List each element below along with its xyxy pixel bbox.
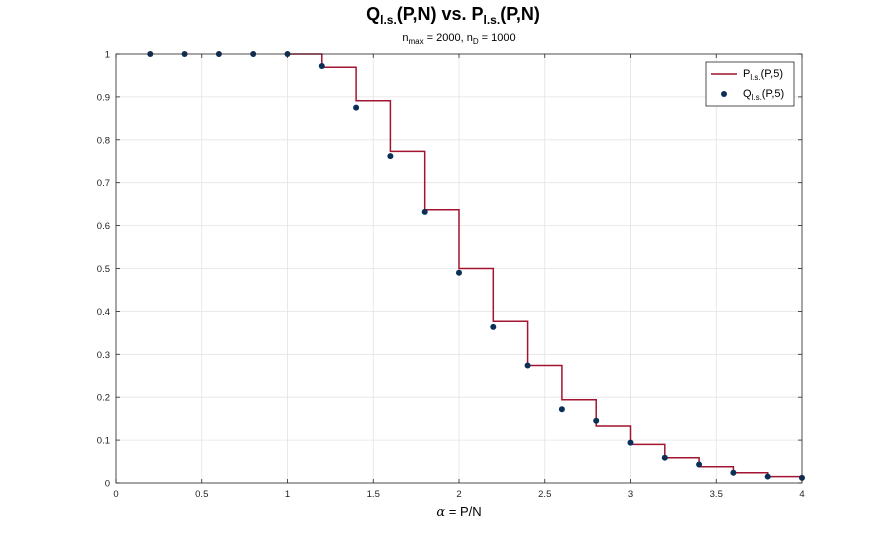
scatter-point — [558, 406, 565, 413]
scatter-point — [661, 454, 668, 461]
y-tick-label: 0.8 — [97, 135, 110, 146]
scatter-point — [421, 208, 428, 215]
scatter-point — [318, 63, 325, 70]
x-tick-label: 0.5 — [195, 489, 208, 500]
x-tick-label: 1 — [285, 489, 290, 500]
scatter-point — [524, 362, 531, 369]
y-tick-labels: 0 0.1 0.2 0.3 0.4 0.5 0.6 0.7 0.8 0.9 1 — [97, 50, 110, 490]
x-tick-label: 0 — [113, 489, 118, 500]
y-tick-label: 1 — [105, 50, 110, 61]
series — [147, 51, 805, 481]
x-tick-labels: 0 0.5 1 1.5 2 2.5 3 3.5 4 — [113, 489, 804, 500]
scatter-point — [730, 469, 737, 476]
scatter-point — [764, 473, 771, 480]
plot-area-border — [115, 53, 803, 484]
grid — [115, 53, 803, 484]
scatter-point — [387, 153, 394, 160]
y-tick-label: 0.2 — [97, 393, 110, 404]
legend-box — [705, 61, 795, 107]
y-tick-label: 0.4 — [97, 307, 110, 318]
x-tick-label: 3.5 — [710, 489, 723, 500]
chart-title: Ql.s.(P,N) vs. Pl.s.(P,N) — [366, 4, 540, 27]
legend: Pl.s.(P,5) Ql.s.(P,5) — [705, 61, 795, 107]
scatter-point — [353, 104, 360, 111]
y-tick-label: 0.7 — [97, 178, 110, 189]
stairs-series-line — [287, 53, 802, 478]
legend-swatch-scatter — [721, 91, 727, 97]
y-tick-label: 0.1 — [97, 436, 110, 447]
scatter-point — [490, 323, 497, 330]
y-tick-label: 0.9 — [97, 92, 110, 103]
x-tick-label: 2.5 — [538, 489, 551, 500]
y-tick-label: 0.3 — [97, 350, 110, 361]
scatter-point — [593, 417, 600, 424]
scatter-point — [456, 269, 462, 276]
legend-label-scatter: Ql.s.(P,5) — [743, 88, 784, 102]
y-tick-label: 0.5 — [97, 264, 110, 275]
y-tick-label: 0.6 — [97, 221, 110, 232]
x-tick-label: 4 — [799, 489, 804, 500]
x-tick-label: 2 — [456, 489, 461, 500]
scatter-point — [627, 439, 634, 446]
x-axis-label: α = P/N — [436, 504, 481, 520]
scatter-point — [696, 461, 703, 468]
chart-subtitle: nmax = 2000, nD = 1000 — [402, 32, 515, 46]
x-tick-label: 3 — [628, 489, 633, 500]
legend-label-stairs: Pl.s.(P,5) — [743, 68, 783, 82]
x-tick-label: 1.5 — [367, 489, 380, 500]
y-tick-label: 0 — [105, 479, 110, 490]
